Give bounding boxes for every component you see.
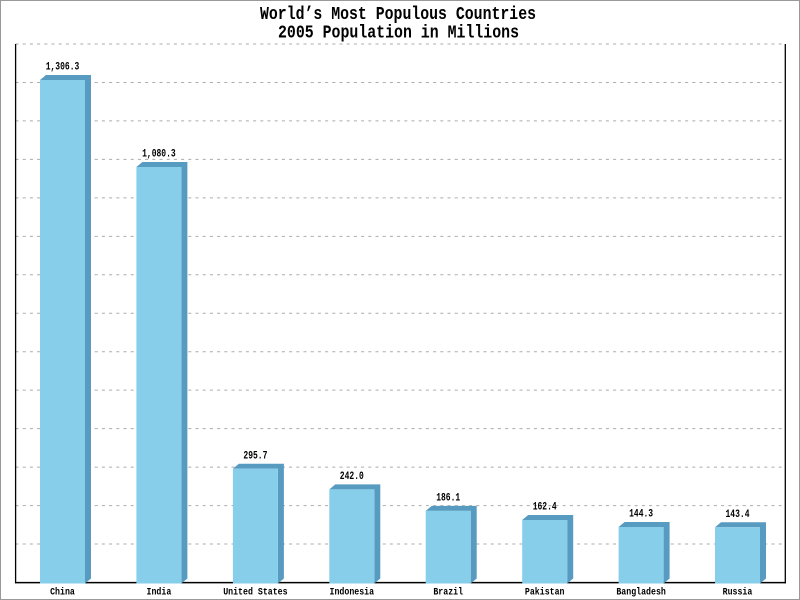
svg-text:United States: United States [223, 587, 287, 599]
svg-text:162.4: 162.4 [533, 502, 557, 514]
svg-text:295.7: 295.7 [243, 450, 267, 462]
svg-text:China: China [50, 587, 75, 599]
svg-text:India: India [147, 587, 172, 599]
svg-text:Indonesia: Indonesia [330, 587, 375, 599]
svg-text:1,306.3: 1,306.3 [46, 62, 80, 74]
svg-text:World’s Most Populous Countrie: World’s Most Populous Countries [260, 5, 536, 25]
svg-text:143.4: 143.4 [726, 509, 750, 521]
svg-text:Bangladesh: Bangladesh [616, 587, 666, 599]
svg-text:2005 Population in Millions: 2005 Population in Millions [278, 24, 519, 44]
svg-text:Pakistan: Pakistan [525, 587, 565, 599]
svg-text:Brazil: Brazil [433, 587, 463, 599]
svg-text:242.0: 242.0 [340, 471, 364, 483]
svg-text:1,080.3: 1,080.3 [142, 149, 176, 161]
svg-text:186.1: 186.1 [436, 493, 460, 505]
svg-text:Russia: Russia [723, 587, 753, 599]
svg-text:144.3: 144.3 [629, 509, 653, 521]
